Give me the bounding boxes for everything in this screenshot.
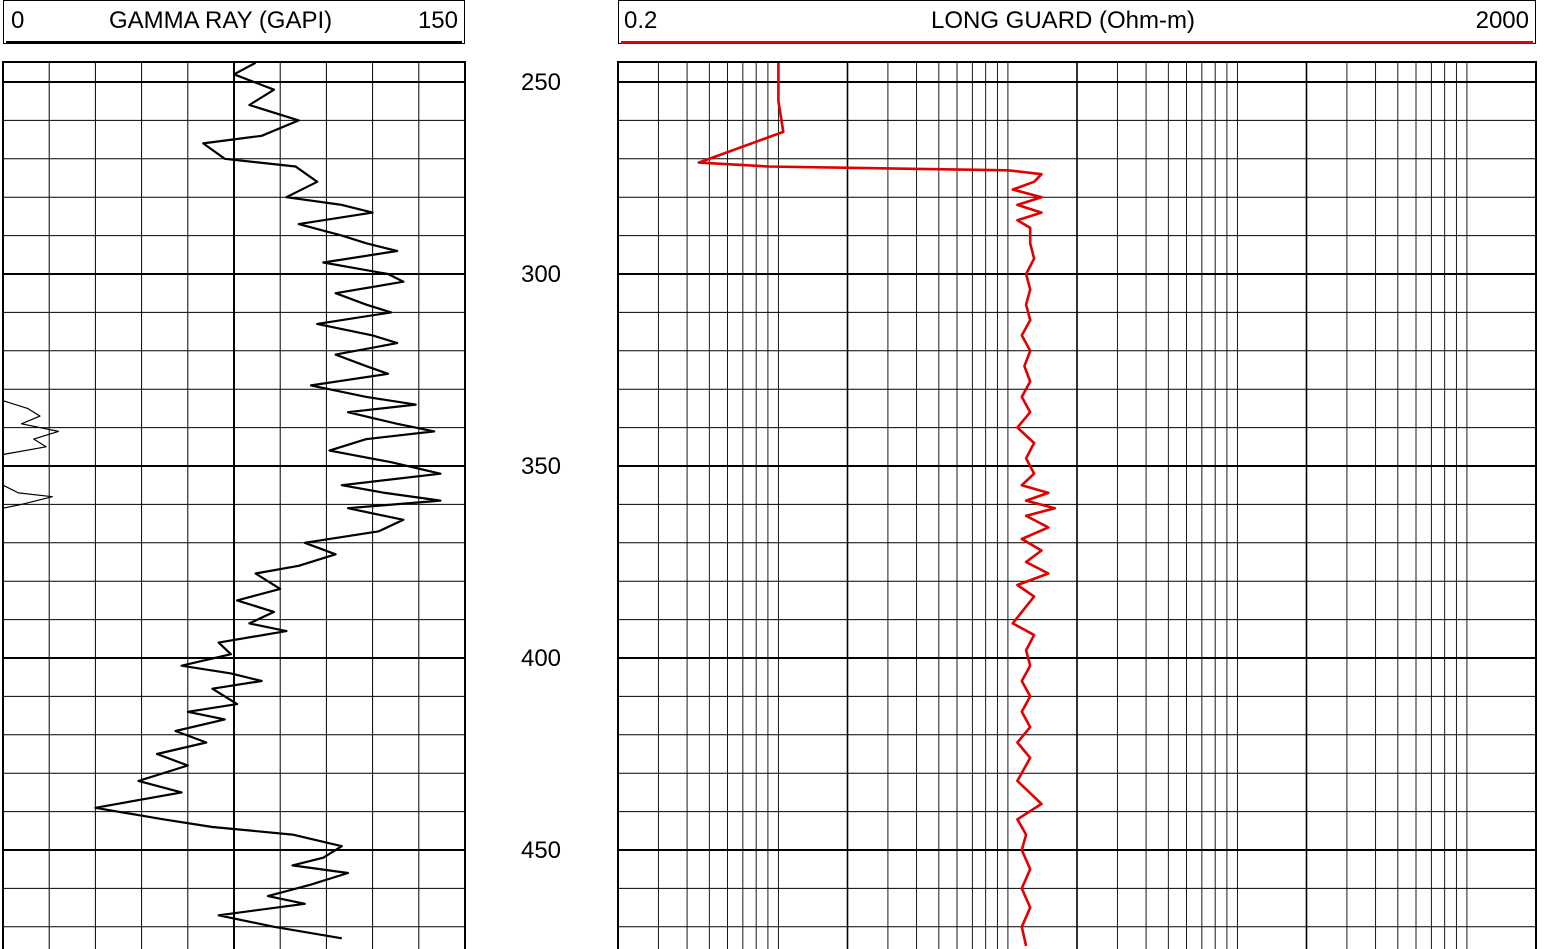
long-guard-min-label: 0.2: [624, 7, 658, 34]
gamma-ray-track-header: 0 GAMMA RAY (GAPI) 150: [3, 0, 465, 44]
long-guard-curve: [697, 62, 1057, 947]
long-guard-track-header: 0.2 LONG GUARD (Ohm-m) 2000: [618, 0, 1536, 44]
long-guard-grid: [617, 62, 1537, 949]
depth-label-350: 350: [521, 453, 561, 480]
long-guard-scale-line: [621, 41, 1533, 44]
gamma-ray-scale-line: [6, 41, 462, 43]
gamma-ray-min-label: 0: [11, 7, 25, 34]
long-guard-track-border: [617, 61, 1537, 949]
depth-axis: 250 300 350 400 450: [521, 69, 561, 864]
depth-label-300: 300: [521, 261, 561, 288]
gamma-ray-track-border: [2, 61, 466, 949]
depth-label-250: 250: [521, 69, 561, 96]
gamma-ray-wrap-curve: [2, 400, 59, 509]
log-curves: [2, 61, 1057, 947]
depth-label-400: 400: [521, 645, 561, 672]
long-guard-title: LONG GUARD (Ohm-m): [931, 7, 1195, 34]
gamma-ray-curve: [94, 61, 442, 940]
depth-label-450: 450: [521, 837, 561, 864]
gamma-ray-title: GAMMA RAY (GAPI): [109, 7, 333, 34]
gamma-ray-grid: [2, 62, 466, 949]
long-guard-max-label: 2000: [1475, 7, 1529, 34]
gamma-ray-max-label: 150: [417, 7, 458, 34]
